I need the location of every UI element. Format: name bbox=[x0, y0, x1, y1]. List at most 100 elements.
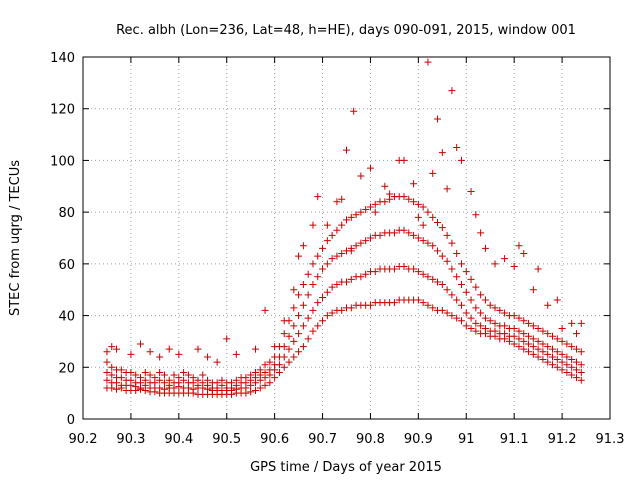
data-point bbox=[189, 374, 197, 382]
data-point bbox=[481, 244, 489, 252]
data-point bbox=[357, 208, 365, 216]
data-point bbox=[510, 312, 518, 320]
data-point bbox=[160, 379, 168, 387]
data-point bbox=[572, 374, 580, 382]
data-point bbox=[160, 385, 168, 393]
x-axis-label: GPS time / Days of year 2015 bbox=[250, 460, 442, 475]
data-point bbox=[127, 376, 135, 384]
data-point bbox=[319, 317, 327, 325]
data-point bbox=[410, 231, 418, 239]
data-point bbox=[457, 156, 465, 164]
data-point bbox=[467, 314, 475, 322]
data-point bbox=[443, 231, 451, 239]
data-point bbox=[347, 304, 355, 312]
data-point bbox=[132, 371, 140, 379]
data-point bbox=[304, 335, 312, 343]
data-point bbox=[390, 299, 398, 307]
data-point bbox=[151, 374, 159, 382]
data-point bbox=[462, 288, 470, 296]
data-point bbox=[510, 325, 518, 332]
data-point bbox=[400, 262, 408, 270]
data-point bbox=[577, 361, 585, 369]
data-point bbox=[295, 252, 303, 260]
data-point bbox=[323, 260, 331, 268]
data-point bbox=[467, 296, 475, 304]
data-point bbox=[199, 371, 207, 379]
data-point bbox=[108, 343, 116, 351]
data-point bbox=[568, 371, 576, 379]
plot-frame bbox=[82, 56, 611, 420]
data-point bbox=[323, 288, 331, 296]
data-point bbox=[247, 371, 255, 379]
data-point bbox=[491, 304, 499, 312]
data-point bbox=[534, 337, 542, 345]
data-point bbox=[410, 198, 418, 206]
data-point bbox=[568, 343, 576, 351]
data-point bbox=[457, 301, 465, 309]
data-point bbox=[462, 322, 470, 330]
data-point bbox=[357, 172, 365, 180]
data-point bbox=[175, 350, 183, 358]
data-point bbox=[295, 330, 303, 338]
data-point bbox=[376, 231, 384, 239]
data-point bbox=[338, 250, 346, 258]
data-point bbox=[251, 387, 259, 395]
data-point bbox=[481, 314, 489, 322]
data-point bbox=[309, 327, 317, 335]
data-point bbox=[213, 358, 221, 366]
data-point bbox=[275, 368, 283, 376]
data-point bbox=[299, 242, 307, 250]
data-point bbox=[113, 385, 121, 393]
y-axis-label: STEC from uqrg / TECUs bbox=[8, 160, 23, 316]
data-point bbox=[261, 381, 269, 389]
data-point bbox=[539, 340, 547, 348]
data-point bbox=[549, 361, 557, 369]
data-point bbox=[520, 330, 528, 338]
data-point bbox=[347, 213, 355, 221]
data-point bbox=[295, 348, 303, 356]
x-tick-label: 90.8 bbox=[356, 432, 385, 447]
y-tick-label: 100 bbox=[50, 154, 75, 169]
data-point bbox=[510, 262, 518, 270]
data-point bbox=[271, 374, 279, 382]
data-point bbox=[400, 226, 408, 234]
data-point bbox=[362, 270, 370, 278]
data-point bbox=[572, 330, 580, 338]
data-point bbox=[271, 353, 279, 361]
data-point bbox=[170, 371, 178, 379]
data-point bbox=[553, 335, 561, 343]
data-point bbox=[314, 252, 322, 260]
data-point bbox=[213, 379, 221, 387]
data-point bbox=[223, 335, 231, 343]
data-point bbox=[529, 322, 537, 330]
data-point bbox=[457, 317, 465, 325]
data-point bbox=[486, 301, 494, 309]
data-point bbox=[472, 211, 480, 219]
data-point bbox=[453, 250, 461, 258]
data-point bbox=[419, 221, 427, 229]
data-point bbox=[472, 304, 480, 312]
data-point bbox=[525, 348, 533, 356]
data-point bbox=[577, 319, 585, 327]
data-point bbox=[568, 319, 576, 327]
data-point bbox=[299, 322, 307, 330]
data-point bbox=[338, 195, 346, 203]
data-point bbox=[429, 213, 437, 221]
data-point bbox=[434, 115, 442, 123]
data-point bbox=[247, 388, 255, 396]
data-point bbox=[333, 226, 341, 234]
data-point bbox=[314, 193, 322, 201]
data-point bbox=[496, 306, 504, 314]
data-point bbox=[146, 371, 154, 379]
data-point bbox=[438, 252, 446, 260]
data-point bbox=[180, 376, 188, 384]
data-point bbox=[199, 379, 207, 387]
data-point bbox=[544, 301, 552, 309]
data-point bbox=[539, 327, 547, 335]
data-point bbox=[429, 275, 437, 283]
data-point bbox=[323, 312, 331, 320]
data-point bbox=[529, 343, 537, 351]
data-point bbox=[424, 273, 432, 281]
data-point bbox=[266, 366, 274, 374]
data-point bbox=[419, 299, 427, 307]
